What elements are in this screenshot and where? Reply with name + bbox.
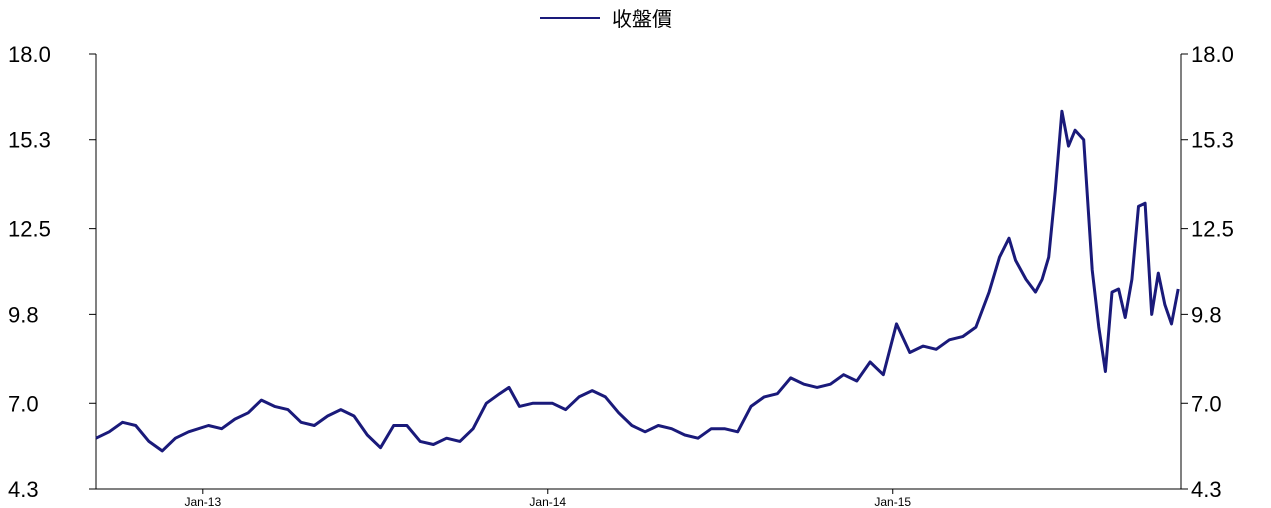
x-tick-label: Jan-13 [184, 495, 221, 508]
legend: 收盤價 [540, 7, 672, 31]
y-tick-label-right: 18.0 [1191, 42, 1234, 67]
x-tick-label: Jan-15 [874, 495, 911, 508]
y-axis-left: 4.3 7.0 9.8 12.5 15.3 18.0 [8, 42, 96, 502]
axes [95, 54, 1182, 490]
y-tick-label-left: 18.0 [8, 42, 51, 67]
y-tick-label-right: 15.3 [1191, 128, 1234, 153]
y-axis-right: 4.3 7.0 9.8 12.5 15.3 18.0 [1181, 42, 1234, 502]
series-line-0 [95, 109, 1180, 453]
x-axis: Jan-13 Jan-14 Jan-15 [184, 489, 911, 508]
y-tick-label-right: 12.5 [1191, 217, 1234, 242]
y-tick-label-left: 7.0 [8, 391, 39, 416]
y-tick-label-left: 4.3 [8, 477, 39, 502]
y-tick-label-left: 9.8 [8, 302, 39, 327]
y-tick-label-left: 12.5 [8, 217, 51, 242]
x-tick-label: Jan-14 [529, 495, 566, 508]
y-tick-label-right: 7.0 [1191, 391, 1222, 416]
y-tick-label-right: 9.8 [1191, 302, 1222, 327]
y-tick-label-right: 4.3 [1191, 477, 1222, 502]
series-layer [95, 109, 1180, 453]
legend-label-series: 收盤價 [612, 7, 672, 31]
y-tick-label-left: 15.3 [8, 128, 51, 153]
